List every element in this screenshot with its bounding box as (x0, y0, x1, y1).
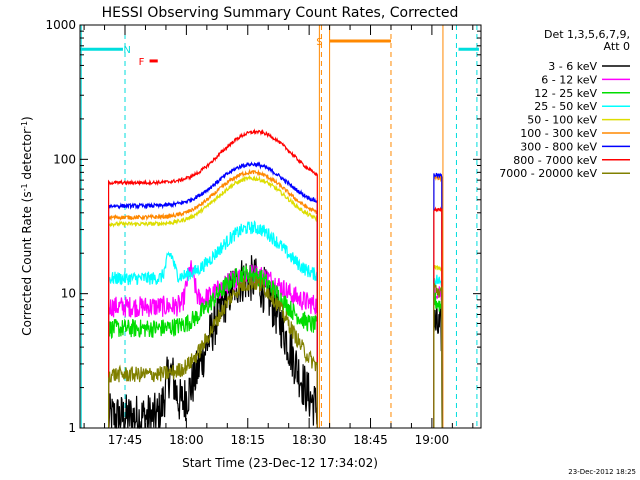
series-line-7-part-1 (107, 161, 318, 428)
legend-label-7: 300 - 800 keV (520, 140, 597, 153)
plot-frame (79, 24, 482, 429)
legend-label-5: 50 - 100 keV (527, 114, 597, 127)
x-tick-label-4: 18:30 (292, 433, 327, 447)
series-line-4-part-2 (433, 274, 443, 429)
legend-header-line-2: Att 0 (604, 40, 630, 53)
y-axis-label-part-3: ) (20, 116, 34, 121)
series-line-1-part-1 (107, 255, 318, 430)
series-line-6-part-2 (433, 174, 443, 429)
x-tick-label-1: 17:45 (108, 433, 143, 447)
legend-label-4: 25 - 50 keV (534, 100, 597, 113)
legend-label-3: 12 - 25 keV (534, 87, 597, 100)
series-line-9-part-1 (107, 275, 318, 428)
series-line-7-part-2 (433, 172, 443, 429)
x-tick-label-6: 19:00 (415, 433, 450, 447)
y-axis-label: Corrected Count Rate (s-1 detector-1) (20, 116, 34, 335)
series-line-8-part-1 (107, 128, 318, 428)
y-axis-label-part-2: detector (20, 129, 34, 184)
y-tick-label-4: 1000 (45, 18, 76, 32)
legend-label-8: 800 - 7000 keV (513, 154, 597, 167)
y-axis-label-part-1: Corrected Count Rate (s (20, 191, 34, 335)
plot-area: N S F (80, 25, 479, 430)
flag-F-label: F (139, 57, 145, 68)
flag-S-label: S (316, 37, 322, 48)
legend-label-6: 100 - 300 keV (520, 127, 597, 140)
x-tick-label-5: 18:45 (353, 433, 388, 447)
y-tick-label-1: 1 (68, 421, 76, 435)
series-line-9-part-2 (433, 283, 443, 429)
series-line-5-part-2 (433, 264, 443, 429)
x-tick-label-3: 18:15 (230, 433, 265, 447)
x-axis-label: Start Time (23-Dec-12 17:34:02) (182, 456, 378, 470)
series-line-4-part-1 (107, 220, 318, 428)
series-line-2-part-1 (107, 260, 318, 428)
series-line-6-part-1 (107, 168, 318, 428)
axes: 1 10 100 1000 17:45 18:00 18:15 18:30 18:45 19:00 (45, 18, 481, 447)
series-line-5-part-1 (107, 174, 318, 428)
chart-title: HESSI Observing Summary Count Rates, Cor… (102, 5, 459, 21)
flag-N-label: N (123, 45, 130, 56)
footer-timestamp: 23-Dec-2012 18:25 (568, 468, 636, 476)
legend-label-9: 7000 - 20000 keV (499, 167, 597, 180)
series-line-3-part-2 (433, 292, 443, 429)
y-axis-label-sup-2: -1 (20, 121, 29, 129)
legend-label-2: 6 - 12 keV (541, 73, 597, 86)
legend-header-line-1: Det 1,3,5,6,7,9, (544, 28, 630, 41)
y-tick-label-3: 100 (53, 152, 76, 166)
x-tick-label-2: 18:00 (169, 433, 204, 447)
y-tick-label-2: 10 (61, 287, 76, 301)
y-axis-label-sup-1: -1 (20, 183, 29, 191)
legend-label-1: 3 - 6 keV (548, 60, 597, 73)
series-line-8-part-2 (433, 206, 443, 429)
series-line-1-part-2 (433, 304, 443, 429)
